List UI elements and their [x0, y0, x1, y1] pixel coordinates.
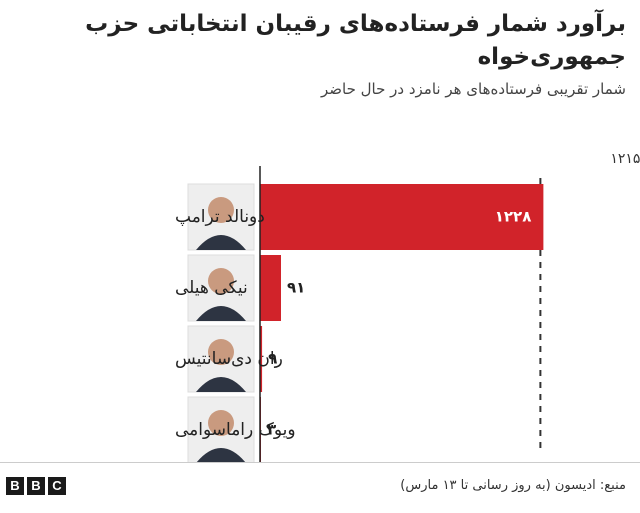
candidate-photo-head [208, 410, 234, 436]
chart-subtitle: شمار تقریبی فرستاده‌های هر نامزد در حال … [321, 80, 626, 98]
logo-letter: B [6, 477, 24, 495]
category-label: ویوک راماسوامی [175, 420, 296, 440]
value-label: ۹ [268, 350, 277, 368]
candidate-photo-body [196, 235, 246, 250]
candidate-photo-body [196, 448, 246, 462]
category-label: دونالد ترامپ [175, 207, 265, 227]
bar [260, 326, 263, 392]
candidate-photo-body [196, 377, 246, 392]
candidate-photo-body [196, 306, 246, 321]
candidate-photo-head [208, 339, 234, 365]
category-label: نیکی هیلی [175, 278, 248, 298]
bbc-logo: B B C [6, 477, 66, 495]
logo-letter: C [48, 477, 66, 495]
candidate-photo-head [208, 268, 234, 294]
candidate-photo-head [208, 197, 234, 223]
value-label: ۳ [267, 421, 276, 439]
value-label: ۹۱ [287, 279, 305, 297]
bar [260, 184, 544, 250]
bar-chart: شمار مورد نیاز ۱۲۱۵ ۱۲۲۸ دونالد ترامپ ۹۱ نیک… [175, 151, 640, 462]
value-label: ۱۲۲۸ [495, 208, 532, 226]
category-label: ران دی‌سانتیس [175, 349, 283, 369]
source-note: منبع: ادیسون (به روز رسانی تا ۱۳ مارس) [400, 478, 626, 493]
threshold-label: شمار مورد نیاز ۱۲۱۵ [610, 151, 640, 167]
bar [260, 255, 281, 321]
logo-letter: B [27, 477, 45, 495]
footer-divider [0, 462, 640, 463]
chart-title: برآورد شمار فرستاده‌های رقیبان انتخاباتی… [85, 11, 626, 70]
